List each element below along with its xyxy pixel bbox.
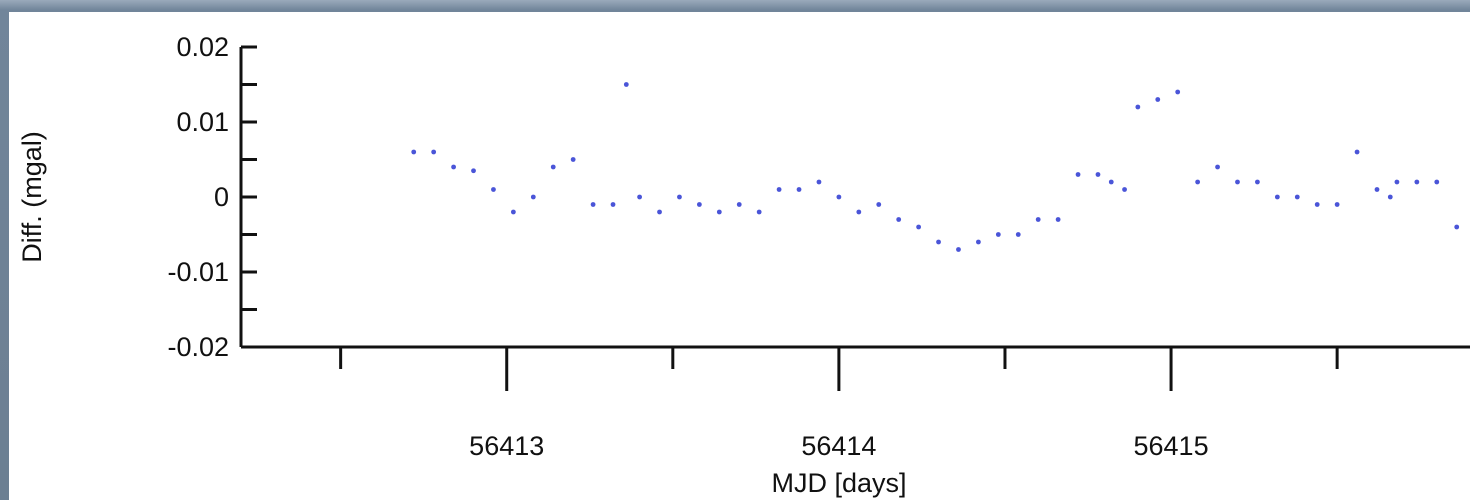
data-point [796, 187, 802, 192]
data-point [1235, 179, 1240, 185]
data-point [1175, 89, 1181, 95]
data-point [1334, 202, 1340, 207]
data-point [916, 224, 922, 230]
data-point [431, 149, 437, 155]
data-point [1035, 217, 1041, 222]
data-point [590, 202, 596, 207]
chart-panel: -0.02 -0.01 0 0.01 0.02 56413 56414 56415 MJD … [9, 12, 1470, 500]
y-tick-label: 0.01 [176, 107, 229, 137]
data-point [1294, 194, 1300, 200]
data-point [550, 164, 556, 170]
data-point [510, 209, 516, 215]
y-tick-label: -0.01 [167, 257, 229, 287]
y-tick-label: -0.02 [167, 332, 229, 362]
axes [239, 47, 1470, 349]
data-point [570, 157, 576, 162]
data-point [716, 209, 722, 215]
x-axis-title: MJD [days] [771, 468, 906, 498]
data-point [1314, 202, 1320, 207]
data-point [1354, 149, 1360, 155]
data-point [876, 202, 882, 207]
data-point [610, 202, 616, 207]
data-point [1454, 224, 1460, 230]
data-point [1414, 179, 1420, 185]
data-point [896, 217, 902, 222]
data-points [411, 82, 1460, 252]
data-point [776, 187, 782, 192]
x-tick-label: 56415 [1134, 431, 1209, 461]
data-point [451, 164, 456, 170]
x-ticks: 56413 56414 56415 [339, 347, 1339, 461]
data-point [1274, 194, 1280, 200]
data-point [1055, 217, 1061, 222]
y-tick-label: 0.02 [176, 32, 229, 62]
data-point [411, 149, 417, 155]
data-point [1095, 172, 1101, 177]
data-point [995, 232, 1001, 237]
data-point [1434, 179, 1440, 185]
data-point [1374, 187, 1380, 192]
data-point [736, 202, 742, 207]
scatter-chart: -0.02 -0.01 0 0.01 0.02 56413 56414 56415 MJD … [17, 32, 1470, 498]
data-point [1255, 179, 1260, 185]
x-tick-label: 56414 [801, 431, 876, 461]
data-point [696, 202, 702, 207]
data-point [936, 239, 941, 245]
data-point [491, 187, 496, 192]
y-axis-title: Diff. (mgal) [17, 131, 47, 263]
data-point [956, 247, 961, 252]
data-point [637, 194, 642, 200]
data-point [836, 194, 842, 200]
data-point [976, 239, 981, 245]
data-point [1108, 179, 1114, 185]
y-tick-label: 0 [214, 182, 229, 212]
y-ticks: -0.02 -0.01 0 0.01 0.02 [167, 32, 257, 362]
data-point [1394, 179, 1400, 185]
data-point [530, 194, 536, 200]
data-point [1135, 104, 1141, 110]
data-point [1215, 164, 1220, 170]
data-point [1155, 97, 1161, 102]
data-point [471, 168, 476, 174]
data-point [856, 209, 862, 215]
data-point [816, 179, 822, 185]
x-tick-label: 56413 [469, 431, 544, 461]
data-point [1387, 194, 1393, 200]
data-point [1195, 179, 1201, 185]
data-point [1015, 232, 1021, 237]
data-point [657, 209, 662, 215]
data-point [623, 82, 629, 87]
data-point [677, 194, 682, 200]
data-point [1122, 187, 1127, 192]
data-point [756, 209, 762, 215]
data-point [1075, 172, 1081, 177]
